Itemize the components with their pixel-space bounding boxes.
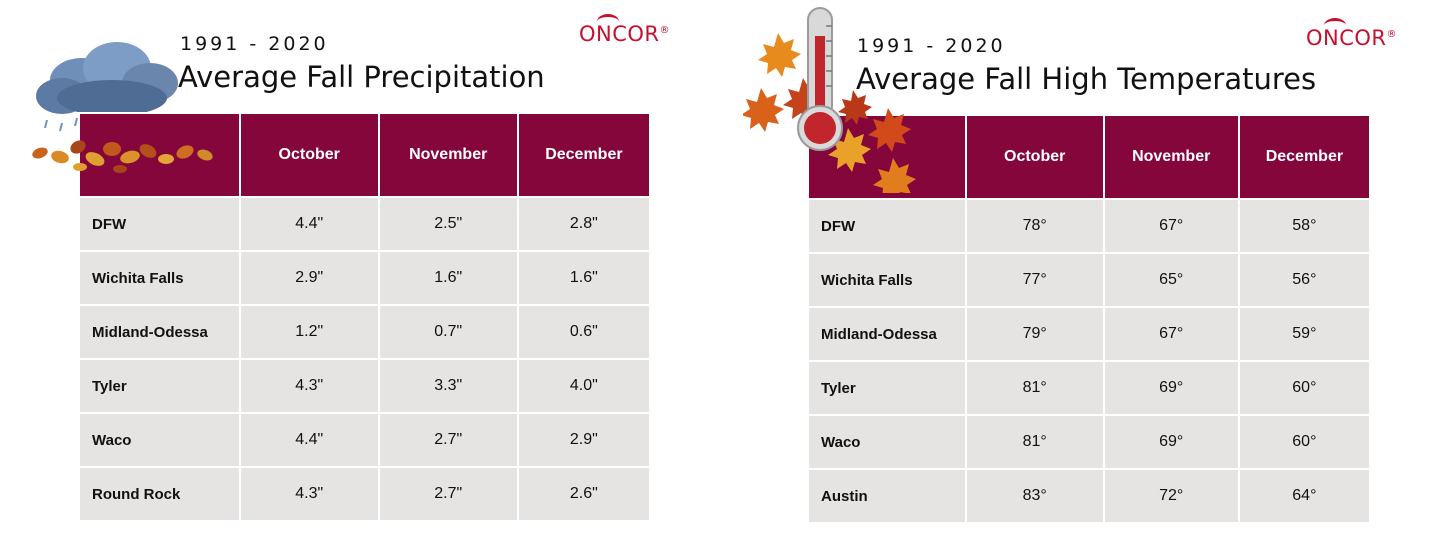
value-cell: 60° — [1239, 362, 1369, 414]
city-cell: Waco — [809, 416, 965, 468]
table-row: Tyler 81° 69° 60° — [809, 362, 1369, 414]
value-cell: 59° — [1239, 308, 1369, 360]
precip-years: 1991 - 2020 — [180, 33, 329, 55]
logo-text: ONCOR — [579, 22, 660, 46]
city-cell: Tyler — [80, 360, 239, 412]
value-cell: 2.8" — [518, 198, 649, 250]
temp-oncor-logo: ONCOR® — [1306, 18, 1397, 50]
value-cell: 4.4" — [240, 198, 378, 250]
city-cell: DFW — [80, 198, 239, 250]
precip-title: Average Fall Precipitation — [178, 60, 545, 94]
table-row: Waco 81° 69° 60° — [809, 416, 1369, 468]
value-cell: 2.5" — [379, 198, 517, 250]
value-cell: 58° — [1239, 200, 1369, 252]
city-cell: DFW — [809, 200, 965, 252]
table-row: Round Rock 4.3" 2.7" 2.6" — [80, 468, 649, 520]
value-cell: 4.3" — [240, 360, 378, 412]
value-cell: 83° — [966, 470, 1103, 522]
value-cell: 2.7" — [379, 414, 517, 466]
col-header-december: December — [1239, 116, 1369, 198]
table-row: Austin 83° 72° 64° — [809, 470, 1369, 522]
value-cell: 79° — [966, 308, 1103, 360]
value-cell: 77° — [966, 254, 1103, 306]
value-cell: 65° — [1104, 254, 1238, 306]
city-cell: Midland-Odessa — [80, 306, 239, 358]
value-cell: 1.6" — [379, 252, 517, 304]
precip-oncor-logo: ONCOR® — [579, 14, 670, 46]
col-header-november: November — [1104, 116, 1238, 198]
city-cell: Round Rock — [80, 468, 239, 520]
value-cell: 69° — [1104, 362, 1238, 414]
table-row: DFW 4.4" 2.5" 2.8" — [80, 198, 649, 250]
col-header-november: November — [379, 114, 517, 196]
value-cell: 1.2" — [240, 306, 378, 358]
value-cell: 2.6" — [518, 468, 649, 520]
value-cell: 4.3" — [240, 468, 378, 520]
col-header-december: December — [518, 114, 649, 196]
value-cell: 67° — [1104, 308, 1238, 360]
value-cell: 2.9" — [518, 414, 649, 466]
value-cell: 4.0" — [518, 360, 649, 412]
city-cell: Austin — [809, 470, 965, 522]
value-cell: 1.6" — [518, 252, 649, 304]
precipitation-table: October November December DFW 4.4" 2.5" … — [78, 112, 651, 522]
thermometer-icon — [797, 7, 843, 151]
city-cell: Wichita Falls — [80, 252, 239, 304]
precipitation-panel: 1991 - 2020 Average Fall Precipitation O… — [32, 14, 670, 522]
temp-years: 1991 - 2020 — [857, 35, 1006, 57]
table-row: Wichita Falls 77° 65° 56° — [809, 254, 1369, 306]
value-cell: 81° — [966, 416, 1103, 468]
temp-title: Average Fall High Temperatures — [856, 62, 1317, 96]
value-cell: 2.9" — [240, 252, 378, 304]
col-header-october: October — [240, 114, 378, 196]
temperature-panel: 1991 - 2020 Average Fall High Temperatur… — [715, 0, 1430, 550]
fall-leaves-icon — [32, 140, 213, 173]
table-header-row: October November December — [809, 116, 1369, 198]
value-cell: 56° — [1239, 254, 1369, 306]
value-cell: 3.3" — [379, 360, 517, 412]
value-cell: 64° — [1239, 470, 1369, 522]
value-cell: 4.4" — [240, 414, 378, 466]
city-cell: Waco — [80, 414, 239, 466]
value-cell: 67° — [1104, 200, 1238, 252]
maple-leaf-icon — [743, 33, 916, 193]
city-cell: Midland-Odessa — [809, 308, 965, 360]
table-row: Midland-Odessa 79° 67° 59° — [809, 308, 1369, 360]
logo-text: ONCOR — [1306, 26, 1387, 50]
temperature-table: October November December DFW 78° 67° 58… — [807, 114, 1371, 524]
city-cell: Tyler — [809, 362, 965, 414]
value-cell: 0.7" — [379, 306, 517, 358]
table-row: Waco 4.4" 2.7" 2.9" — [80, 414, 649, 466]
logo-arc-icon — [1324, 18, 1346, 33]
value-cell: 0.6" — [518, 306, 649, 358]
value-cell: 72° — [1104, 470, 1238, 522]
table-header-row: October November December — [80, 114, 649, 196]
value-cell: 2.7" — [379, 468, 517, 520]
value-cell: 81° — [966, 362, 1103, 414]
value-cell: 78° — [966, 200, 1103, 252]
value-cell: 69° — [1104, 416, 1238, 468]
value-cell: 60° — [1239, 416, 1369, 468]
table-row: Tyler 4.3" 3.3" 4.0" — [80, 360, 649, 412]
table-row: DFW 78° 67° 58° — [809, 200, 1369, 252]
table-row: Wichita Falls 2.9" 1.6" 1.6" — [80, 252, 649, 304]
city-cell: Wichita Falls — [809, 254, 965, 306]
col-header-october: October — [966, 116, 1103, 198]
table-row: Midland-Odessa 1.2" 0.7" 0.6" — [80, 306, 649, 358]
logo-arc-icon — [597, 14, 619, 29]
